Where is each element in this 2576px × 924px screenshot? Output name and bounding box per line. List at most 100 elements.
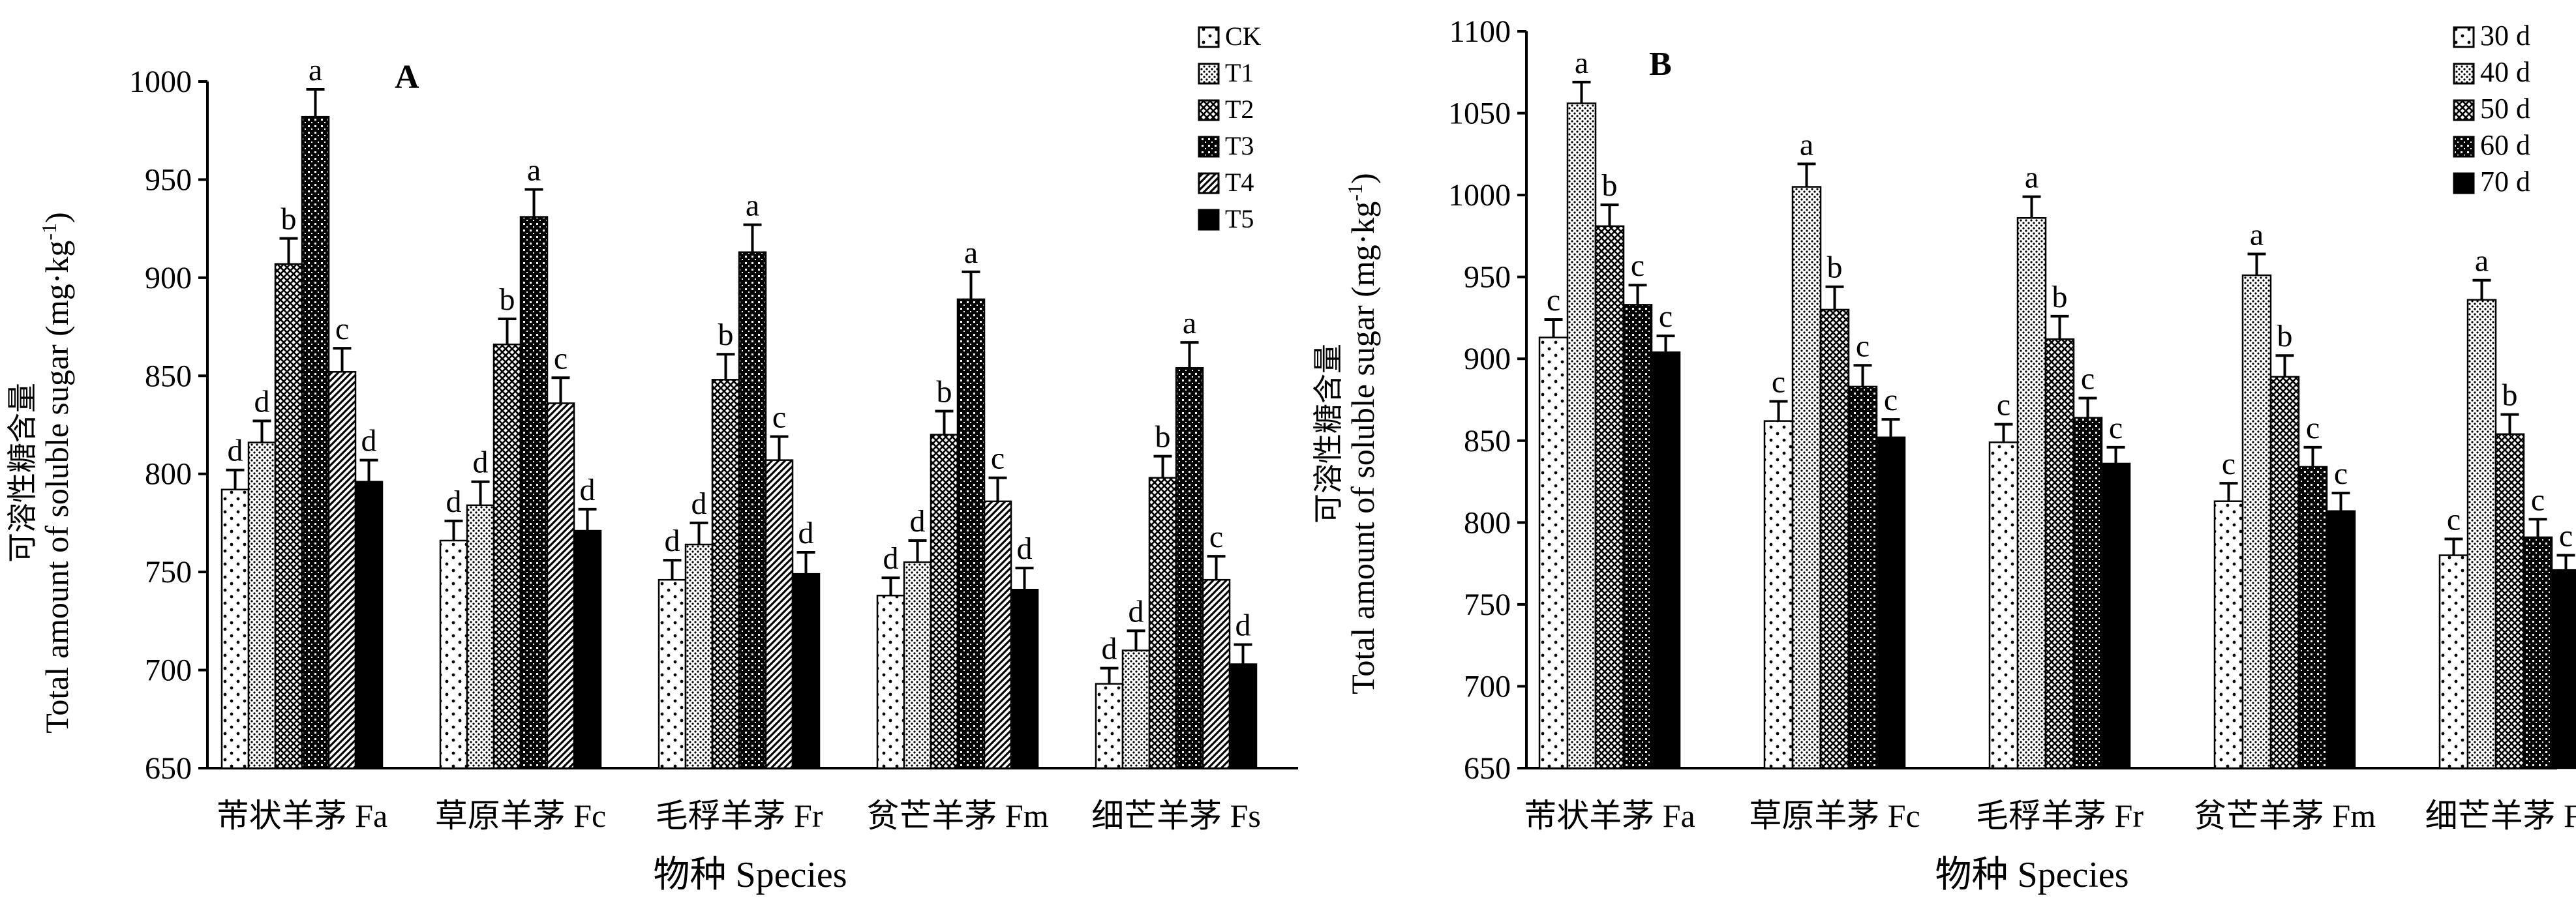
x-tick-label: 细芒羊茅 Fs [1091, 797, 1261, 834]
legend-b: 30 d 40 d 50 d 60 d 70 d [2453, 20, 2530, 198]
bar-ck [1095, 683, 1124, 769]
bar-t1 [247, 441, 277, 769]
x-tick-label: 毛稃羊茅 Fr [656, 797, 823, 834]
y-label-en-close-b: ) [1344, 173, 1381, 184]
legend-label: CK [1225, 22, 1262, 51]
chart-panel-a: A 可溶性糖含量 Total amount of soluble sugar (… [6, 22, 1298, 895]
significance-letter: c [1884, 383, 1898, 417]
legend-label: T2 [1225, 95, 1254, 124]
chart-panel-b: B 可溶性糖含量 Total amount of soluble sugar (… [1312, 14, 2576, 895]
bar-60d [1622, 304, 1653, 769]
significance-letter: c [1659, 299, 1673, 334]
bar-70d [2326, 510, 2356, 769]
significance-letter: d [361, 424, 377, 458]
legend-swatch [2453, 99, 2475, 121]
y-tick-label: 900 [1464, 342, 1511, 376]
y-tick-label: 750 [145, 555, 192, 589]
bar-t1 [466, 504, 495, 769]
legend-swatch [1198, 26, 1220, 48]
significance-letter: b [718, 318, 734, 352]
legend-swatch [1198, 136, 1220, 158]
bar-t2 [274, 263, 303, 769]
y-tick-label: 950 [145, 162, 192, 197]
x-tick-label: 芾状羊茅 Fa [1524, 797, 1695, 834]
legend-label: 70 d [2480, 166, 2530, 198]
bar-ck [220, 488, 250, 769]
legend-a: CK T1 T2 T3 T4 T5 [1198, 22, 1262, 233]
bar-40d [1566, 102, 1597, 769]
panel-label-b: B [1649, 46, 1672, 83]
legend-swatch [2453, 136, 2475, 158]
bar-t3 [301, 115, 330, 769]
significance-letter: b [2277, 319, 2293, 353]
legend-label: T5 [1225, 204, 1254, 233]
legend-label: T3 [1225, 131, 1254, 160]
significance-letter: a [1800, 127, 1813, 162]
bar-t1 [1121, 649, 1151, 769]
legend-swatch [1198, 99, 1220, 121]
bar-70d [1875, 436, 1906, 769]
significance-letter: a [1183, 306, 1196, 340]
significance-letter: d [910, 504, 926, 539]
significance-letter: c [2222, 447, 2235, 481]
significance-letter: a [964, 235, 978, 270]
significance-letter: b [2052, 280, 2068, 314]
bar-t3 [738, 251, 767, 769]
y-axis-label-chinese-b: 可溶性糖含量 [1312, 344, 1345, 524]
bar-ck [876, 594, 905, 769]
significance-letter: a [527, 153, 541, 187]
significance-letter: a [1575, 46, 1588, 80]
significance-letter: c [1856, 329, 1870, 363]
bar-50d [2494, 433, 2525, 769]
legend-swatch [2453, 63, 2475, 85]
y-tick-label: 700 [145, 653, 192, 688]
significance-letter: c [335, 312, 349, 346]
bar-30d [1988, 441, 2019, 769]
bar-60d [1847, 385, 1878, 769]
x-axis-title-a: 物种 Species [653, 855, 847, 895]
significance-letter: b [500, 282, 515, 317]
bar-t4 [765, 459, 794, 769]
bar-t3 [956, 298, 986, 769]
legend-label: 60 d [2480, 129, 2530, 161]
y-tick-label: 1000 [1448, 178, 1511, 213]
bar-70d [1650, 351, 1681, 769]
legend-swatch [1198, 63, 1220, 85]
x-tick-label: 草原羊茅 Fc [1749, 797, 1920, 834]
bar-70d [2100, 462, 2131, 769]
bar-t3 [1175, 367, 1204, 769]
bar-40d [2466, 299, 2497, 769]
bar-t5 [791, 573, 821, 769]
significance-letter: d [691, 486, 707, 521]
significance-letter: c [1547, 283, 1560, 318]
x-axis-title-b: 物种 Species [1935, 855, 2129, 895]
y-label-en-sup-a: -1 [37, 223, 61, 241]
significance-letter: c [2447, 502, 2461, 537]
legend-swatch [2453, 26, 2475, 48]
legend-swatch [2453, 172, 2475, 194]
bar-50d [1819, 308, 1850, 769]
significance-letter: c [2559, 519, 2573, 554]
axes-a: 650 700 750 800 850 900 950 1000 芾状羊茅 Fa 草原羊茅 Fc 毛… [129, 65, 1298, 834]
significance-letter: b [1827, 250, 1843, 285]
bar-t5 [354, 481, 384, 769]
legend-label: T1 [1225, 58, 1254, 87]
bar-40d [2016, 217, 2047, 769]
y-tick-label: 650 [1464, 751, 1511, 786]
bar-t4 [983, 500, 1012, 769]
y-label-en-close-a: ) [38, 212, 75, 223]
significance-letter: c [1209, 520, 1223, 554]
bar-40d [2241, 274, 2272, 769]
bar-60d [2297, 466, 2328, 769]
significance-letter: c [1997, 388, 2010, 423]
significance-letter: c [554, 341, 568, 376]
y-axis-label-english-a: Total amount of soluble sugar (mg·kg-1) [37, 212, 75, 733]
y-label-en-sup-b: -1 [1343, 184, 1367, 201]
bar-t5 [573, 529, 602, 769]
legend-swatch [1198, 209, 1220, 231]
bar-40d [1791, 186, 1822, 769]
y-tick-label: 1050 [1448, 97, 1511, 131]
bar-70d [2551, 569, 2576, 769]
